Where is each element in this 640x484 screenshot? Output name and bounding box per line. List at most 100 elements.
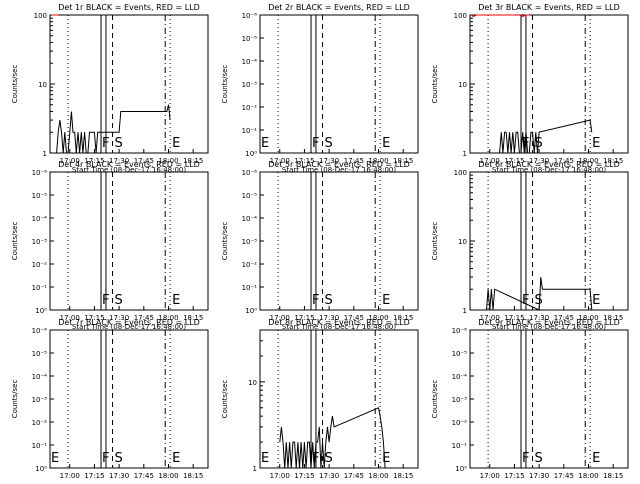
x-tick-label: 17:45 (344, 472, 364, 480)
marker-s: S (535, 293, 543, 308)
marker-e: E (172, 293, 180, 308)
panel-title: Det 8r BLACK = Events, RED = LLD (268, 318, 410, 327)
y-tick-label: 10⁻² (242, 261, 258, 269)
x-tick-label: 17:15 (84, 157, 104, 165)
marker-e: E (592, 293, 600, 308)
plot-frame (259, 14, 419, 154)
y-tick-label: 10⁻¹ (32, 442, 48, 450)
y-tick-label: 10⁻⁵ (32, 192, 48, 200)
x-axis-label: Start Time (08-Dec-17 16:48:00) (72, 323, 186, 331)
x-axis-label: Start Time (08-Dec-17 16:48:00) (282, 323, 396, 331)
x-tick-label: 17:45 (134, 314, 154, 322)
plot-frame (49, 171, 209, 311)
plot-frame (469, 14, 629, 154)
panel-title: Det 5r BLACK = Events, RED = LLD (268, 160, 410, 169)
panel-title: Det 6r BLACK = Events, RED = LLD (478, 160, 620, 169)
plot-frame (259, 171, 419, 311)
y-tick-label: 10⁻⁴ (32, 215, 48, 223)
x-tick-label: 17:45 (554, 157, 574, 165)
marker-e: E (382, 451, 390, 466)
marker-s: S (115, 293, 123, 308)
y-tick-label: 10⁻² (452, 419, 468, 427)
y-tick-label: 10⁻⁴ (242, 215, 258, 223)
x-tick-label: 17:30 (529, 314, 549, 322)
x-axis-label: Start Time (08-Dec-17 16:48:00) (492, 166, 606, 174)
marker-f: F (312, 293, 319, 308)
y-tick-label: 10⁻¹ (452, 442, 468, 450)
x-tick-label: 17:45 (134, 472, 154, 480)
y-tick-label: 10⁰ (245, 150, 257, 158)
y-tick-label: 10⁻³ (452, 396, 468, 404)
panel-title: Det 1r BLACK = Events, RED = LLD (58, 3, 200, 12)
y-tick-label: 10⁻² (242, 104, 258, 112)
marker-edge-e: E (261, 451, 269, 466)
y-tick-label: 10⁰ (35, 307, 47, 315)
x-tick-label: 17:15 (84, 314, 104, 322)
y-tick-label: 10 (458, 81, 467, 89)
x-tick-label: 18:15 (183, 157, 203, 165)
y-tick-label: 1 (43, 150, 47, 158)
panel-det-6r: Det 6r BLACK = Events, RED = LLD Counts/s… (431, 160, 629, 331)
panel-title: Det 7r BLACK = Events, RED = LLD (58, 318, 200, 327)
x-tick-label: 17:15 (504, 314, 524, 322)
y-axis-label: Counts/sec (431, 222, 439, 261)
y-tick-label: 10⁻⁴ (242, 58, 258, 66)
y-tick-label: 10 (458, 238, 467, 246)
panel-title: Det 3r BLACK = Events, RED = LLD (478, 3, 620, 12)
y-tick-label: 1 (253, 465, 257, 473)
marker-f: F (312, 136, 319, 151)
y-tick-label: 10⁻² (32, 419, 48, 427)
x-tick-label: 18:00 (578, 314, 598, 322)
y-tick-label: 10⁻⁴ (32, 373, 48, 381)
marker-f: F (102, 293, 109, 308)
x-tick-label: 18:00 (368, 314, 388, 322)
marker-s: S (535, 451, 543, 466)
y-tick-label: 10⁻¹ (32, 284, 48, 292)
x-axis-label: Start Time (08-Dec-17 16:48:00) (282, 166, 396, 174)
y-tick-label: 1 (463, 307, 467, 315)
x-tick-label: 17:45 (344, 314, 364, 322)
y-tick-label: 10 (38, 81, 47, 89)
x-tick-label: 18:00 (158, 157, 178, 165)
y-axis-label: Counts/sec (11, 222, 19, 261)
x-tick-label: 17:15 (294, 157, 314, 165)
series-line-0 (499, 119, 593, 154)
marker-f: F (522, 136, 529, 151)
x-tick-label: 17:00 (480, 314, 500, 322)
x-axis-label: Start Time (08-Dec-17 16:48:00) (72, 166, 186, 174)
y-tick-label: 10⁻³ (32, 396, 48, 404)
x-tick-label: 18:15 (603, 157, 623, 165)
x-tick-label: 17:30 (109, 472, 129, 480)
x-tick-label: 18:15 (603, 314, 623, 322)
series-line-0 (486, 277, 593, 311)
x-tick-label: 17:30 (109, 314, 129, 322)
x-tick-label: 17:30 (529, 157, 549, 165)
panel-det-4r: Det 4r BLACK = Events, RED = LLD Counts/s… (11, 160, 209, 331)
panel-det-1r: Det 1r BLACK = Events, RED = LLD Counts/s… (11, 3, 209, 174)
y-tick-label: 10⁻³ (32, 238, 48, 246)
y-axis-label: Counts/sec (11, 65, 19, 104)
y-tick-label: 10⁻⁵ (452, 350, 468, 358)
y-tick-label: 10 (248, 379, 257, 387)
marker-e: E (592, 136, 600, 151)
marker-f: F (522, 451, 529, 466)
y-tick-label: 10⁻³ (242, 81, 258, 89)
x-tick-label: 17:15 (294, 314, 314, 322)
panel-det-9r: Det 9r BLACK = Events, RED = LLD Counts/s… (431, 318, 629, 484)
x-tick-label: 18:15 (603, 472, 623, 480)
y-axis-label: Counts/sec (11, 380, 19, 419)
x-tick-label: 17:00 (270, 314, 290, 322)
y-axis-label: Counts/sec (431, 65, 439, 104)
panel-det-8r: Det 8r BLACK = Events, RED = LLD Counts/s… (221, 318, 419, 484)
x-tick-label: 17:30 (319, 314, 339, 322)
x-tick-label: 17:30 (319, 472, 339, 480)
x-axis-label: Start Time (08-Dec-17 16:48:00) (492, 323, 606, 331)
x-tick-label: 18:00 (368, 157, 388, 165)
panel-det-7r: Det 7r BLACK = Events, RED = LLD Counts/s… (11, 318, 209, 484)
plot-frame (259, 329, 419, 469)
y-tick-label: 1 (463, 150, 467, 158)
x-tick-label: 17:15 (84, 472, 104, 480)
y-tick-label: 10⁻⁵ (32, 350, 48, 358)
